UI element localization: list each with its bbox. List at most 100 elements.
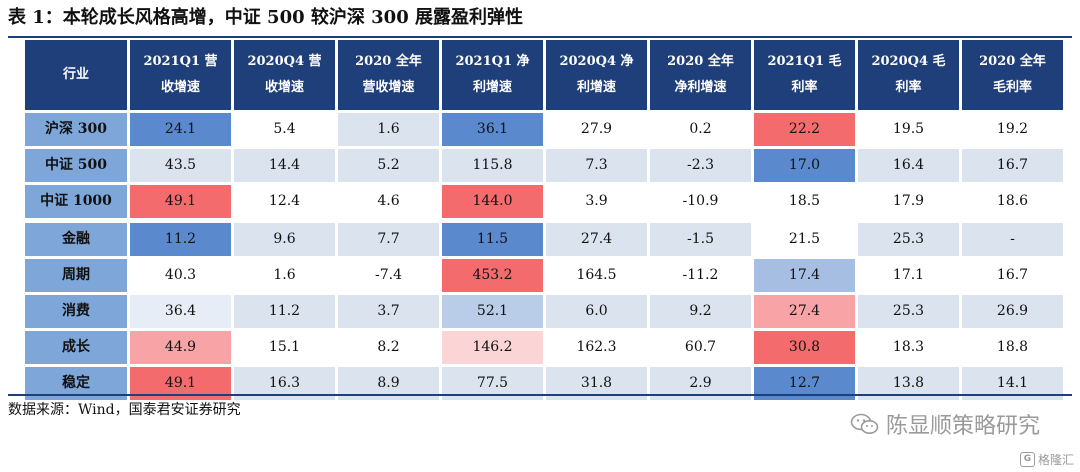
- table-cell: 1.6: [234, 259, 335, 295]
- table-row: 中证 500 43.5 14.4 5.2 115.8 7.3 -2.3 17.0 16.4 16.…: [25, 149, 1063, 185]
- table-cell: 2.9: [650, 367, 751, 403]
- table-row: 成长 44.9 15.1 8.2 146.2 162.3 60.7 30.8 18.3 18.8: [25, 331, 1063, 367]
- table-cell: 27.9: [546, 113, 647, 149]
- wechat-icon: [850, 413, 879, 434]
- column-header: 2020 全年 毛利率: [962, 40, 1063, 113]
- table-cell: 49.1: [130, 185, 231, 223]
- table-cell: 19.2: [962, 113, 1063, 149]
- table-cell: 9.6: [234, 223, 335, 259]
- table-row: 中证 1000 49.1 12.4 4.6 144.0 3.9 -10.9 18.5 17.9 1…: [25, 185, 1063, 223]
- table-cell: 11.2: [130, 223, 231, 259]
- table-cell: 14.1: [962, 367, 1063, 403]
- table-row: 稳定 49.1 16.3 8.9 77.5 31.8 2.9 12.7 13.8 14.1: [25, 367, 1063, 403]
- table-cell: 16.7: [962, 259, 1063, 295]
- table-cell: 36.4: [130, 295, 231, 331]
- watermark: 陈显顺策略研究: [850, 408, 1040, 440]
- table-cell: 5.2: [338, 149, 439, 185]
- table-cell: 18.6: [962, 185, 1063, 223]
- table-cell: 3.7: [338, 295, 439, 331]
- table-cell: 0.2: [650, 113, 751, 149]
- table-cell: 17.1: [858, 259, 959, 295]
- table-cell: 77.5: [442, 367, 543, 403]
- table-cell: 30.8: [754, 331, 855, 367]
- row-header: 中证 1000: [25, 185, 127, 223]
- table-cell: 16.4: [858, 149, 959, 185]
- header-row: 行业 2021Q1 营收增速 2020Q4 营收增速 2020 全年 营收增速 2…: [25, 40, 1063, 113]
- watermark-text: 陈显顺策略研究: [885, 414, 1040, 439]
- table-cell: 31.8: [546, 367, 647, 403]
- row-header: 沪深 300: [25, 113, 127, 149]
- table-cell: 11.5: [442, 223, 543, 259]
- table-row: 消费 36.4 11.2 3.7 52.1 6.0 9.2 27.4 25.3 26.9: [25, 295, 1063, 331]
- table-cell: 3.9: [546, 185, 647, 223]
- table-row: 周期 40.3 1.6 -7.4 453.2 164.5 -11.2 17.4 17.1 16.7: [25, 259, 1063, 295]
- table-cell: 162.3: [546, 331, 647, 367]
- table-cell: 13.8: [858, 367, 959, 403]
- column-header: 2021Q1 净利增速: [442, 40, 543, 113]
- column-header: 行业: [25, 40, 127, 113]
- table-cell: -10.9: [650, 185, 751, 223]
- table-cell: -1.5: [650, 223, 751, 259]
- table-cell: 43.5: [130, 149, 231, 185]
- table-cell: 164.5: [546, 259, 647, 295]
- table-cell: 144.0: [442, 185, 543, 223]
- table-cell: 24.1: [130, 113, 231, 149]
- table-cell: 25.3: [858, 295, 959, 331]
- table-cell: 18.5: [754, 185, 855, 223]
- table-cell: 4.6: [338, 185, 439, 223]
- table-cell: 19.5: [858, 113, 959, 149]
- column-header: 2021Q1 营收增速: [130, 40, 231, 113]
- data-source-note: 数据来源：Wind，国泰君安证券研究: [8, 402, 241, 418]
- table-cell: 16.7: [962, 149, 1063, 185]
- column-header: 2020Q4 净利增速: [546, 40, 647, 113]
- row-header: 消费: [25, 295, 127, 331]
- performance-table: 行业 2021Q1 营收增速 2020Q4 营收增速 2020 全年 营收增速 2…: [22, 40, 1066, 403]
- table-cell: 18.8: [962, 331, 1063, 367]
- table-title: 表 1：本轮成长风格高增，中证 500 较沪深 300 展露盈利弹性: [8, 7, 524, 28]
- table-cell: 21.5: [754, 223, 855, 259]
- row-header: 成长: [25, 331, 127, 367]
- table-cell: 40.3: [130, 259, 231, 295]
- table-cell: 12.7: [754, 367, 855, 403]
- gelonghui-logo-icon: G: [1019, 452, 1035, 467]
- table-cell: 453.2: [442, 259, 543, 295]
- table-cell: 146.2: [442, 331, 543, 367]
- table-cell: 17.9: [858, 185, 959, 223]
- table-cell: 6.0: [546, 295, 647, 331]
- table-cell: 22.2: [754, 113, 855, 149]
- table-cell: 7.7: [338, 223, 439, 259]
- table-cell: 17.0: [754, 149, 855, 185]
- title-rule: [8, 36, 1072, 38]
- row-header: 周期: [25, 259, 127, 295]
- corner-logo: G 格隆汇: [1019, 451, 1074, 468]
- table-cell: 8.9: [338, 367, 439, 403]
- table-cell: 25.3: [858, 223, 959, 259]
- table-cell: 27.4: [754, 295, 855, 331]
- column-header: 2021Q1 毛利率: [754, 40, 855, 113]
- table-cell: -7.4: [338, 259, 439, 295]
- table-cell: 49.1: [130, 367, 231, 403]
- table-cell: -: [962, 223, 1063, 259]
- table-cell: 14.4: [234, 149, 335, 185]
- row-header: 稳定: [25, 367, 127, 403]
- table-cell: 60.7: [650, 331, 751, 367]
- table-cell: 11.2: [234, 295, 335, 331]
- table-cell: 17.4: [754, 259, 855, 295]
- table-cell: 115.8: [442, 149, 543, 185]
- table-row: 金融 11.2 9.6 7.7 11.5 27.4 -1.5 21.5 25.3-: [25, 223, 1063, 259]
- column-header: 2020Q4 毛利率: [858, 40, 959, 113]
- row-header: 中证 500: [25, 149, 127, 185]
- table-cell: 52.1: [442, 295, 543, 331]
- row-header: 金融: [25, 223, 127, 259]
- table-bottom-rule: [8, 394, 1072, 396]
- table-cell: 5.4: [234, 113, 335, 149]
- table-cell: 18.3: [858, 331, 959, 367]
- table-cell: -2.3: [650, 149, 751, 185]
- table-cell: 26.9: [962, 295, 1063, 331]
- table-cell: 44.9: [130, 331, 231, 367]
- table-cell: 27.4: [546, 223, 647, 259]
- table-cell: 9.2: [650, 295, 751, 331]
- column-header: 2020 全年 净利增速: [650, 40, 751, 113]
- column-header: 2020 全年 营收增速: [338, 40, 439, 113]
- table-cell: 16.3: [234, 367, 335, 403]
